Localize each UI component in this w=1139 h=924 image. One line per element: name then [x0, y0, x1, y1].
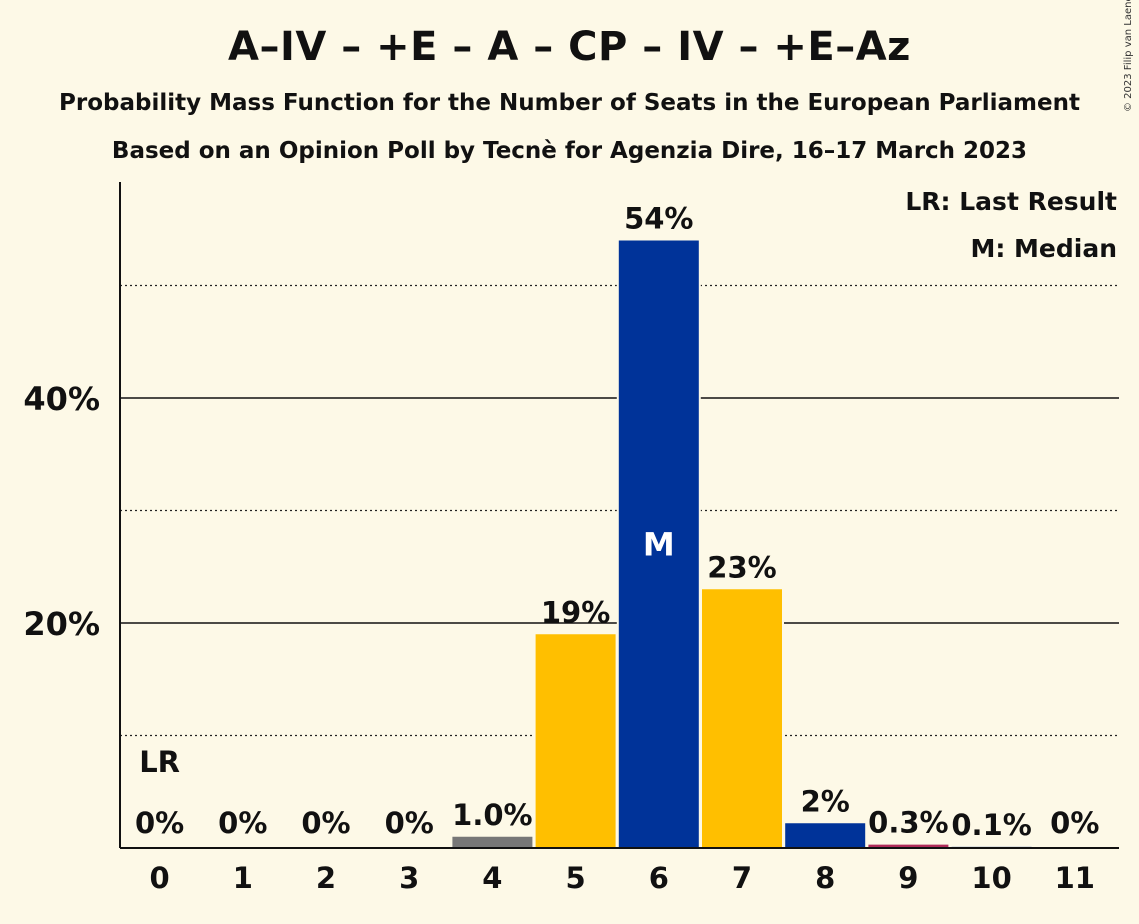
data-label: 23%	[707, 550, 776, 584]
last-result-marker: LR	[139, 745, 180, 779]
bar	[618, 240, 699, 848]
chart-subtitle-source: Based on an Opinion Poll by Tecnè for Ag…	[111, 138, 1028, 164]
chart-title: A–IV – +E – A – CP – IV – +E–Az	[228, 24, 911, 70]
data-label: 0%	[135, 806, 184, 840]
bar	[785, 823, 866, 848]
data-label: 2%	[801, 784, 850, 818]
x-tick-label: 11	[1055, 861, 1095, 895]
data-label: 19%	[541, 595, 610, 629]
x-tick-label: 8	[815, 861, 835, 895]
bar-outline	[949, 844, 1034, 848]
data-label: 54%	[624, 202, 693, 236]
data-label: 0.1%	[951, 808, 1031, 842]
bar	[535, 634, 616, 848]
x-tick-label: 0	[150, 861, 170, 895]
x-tick-label: 4	[482, 861, 502, 895]
legend-median: M: Median	[970, 234, 1117, 263]
bar	[452, 836, 533, 848]
data-label: 0%	[218, 806, 267, 840]
x-tick-label: 1	[233, 861, 253, 895]
x-tick-label: 6	[649, 861, 669, 895]
data-label: 1.0%	[452, 798, 532, 832]
x-tick-label: 3	[399, 861, 419, 895]
x-tick-label: 2	[316, 861, 336, 895]
data-label: 0.3%	[868, 806, 948, 840]
data-label: 0%	[301, 806, 350, 840]
data-label: 0%	[385, 806, 434, 840]
bar	[868, 844, 949, 848]
data-label: 0%	[1050, 806, 1099, 840]
x-tick-label: 5	[566, 861, 586, 895]
chart-subtitle: Probability Mass Function for the Number…	[59, 90, 1080, 116]
x-tick-label: 9	[898, 861, 918, 895]
legend-last-result: LR: Last Result	[905, 187, 1117, 216]
bar	[702, 589, 782, 848]
y-tick-label: 20%	[23, 605, 100, 643]
median-marker: M	[643, 525, 675, 563]
x-tick-label: 10	[971, 861, 1011, 895]
y-tick-label: 40%	[23, 380, 100, 418]
x-tick-label: 7	[732, 861, 752, 895]
